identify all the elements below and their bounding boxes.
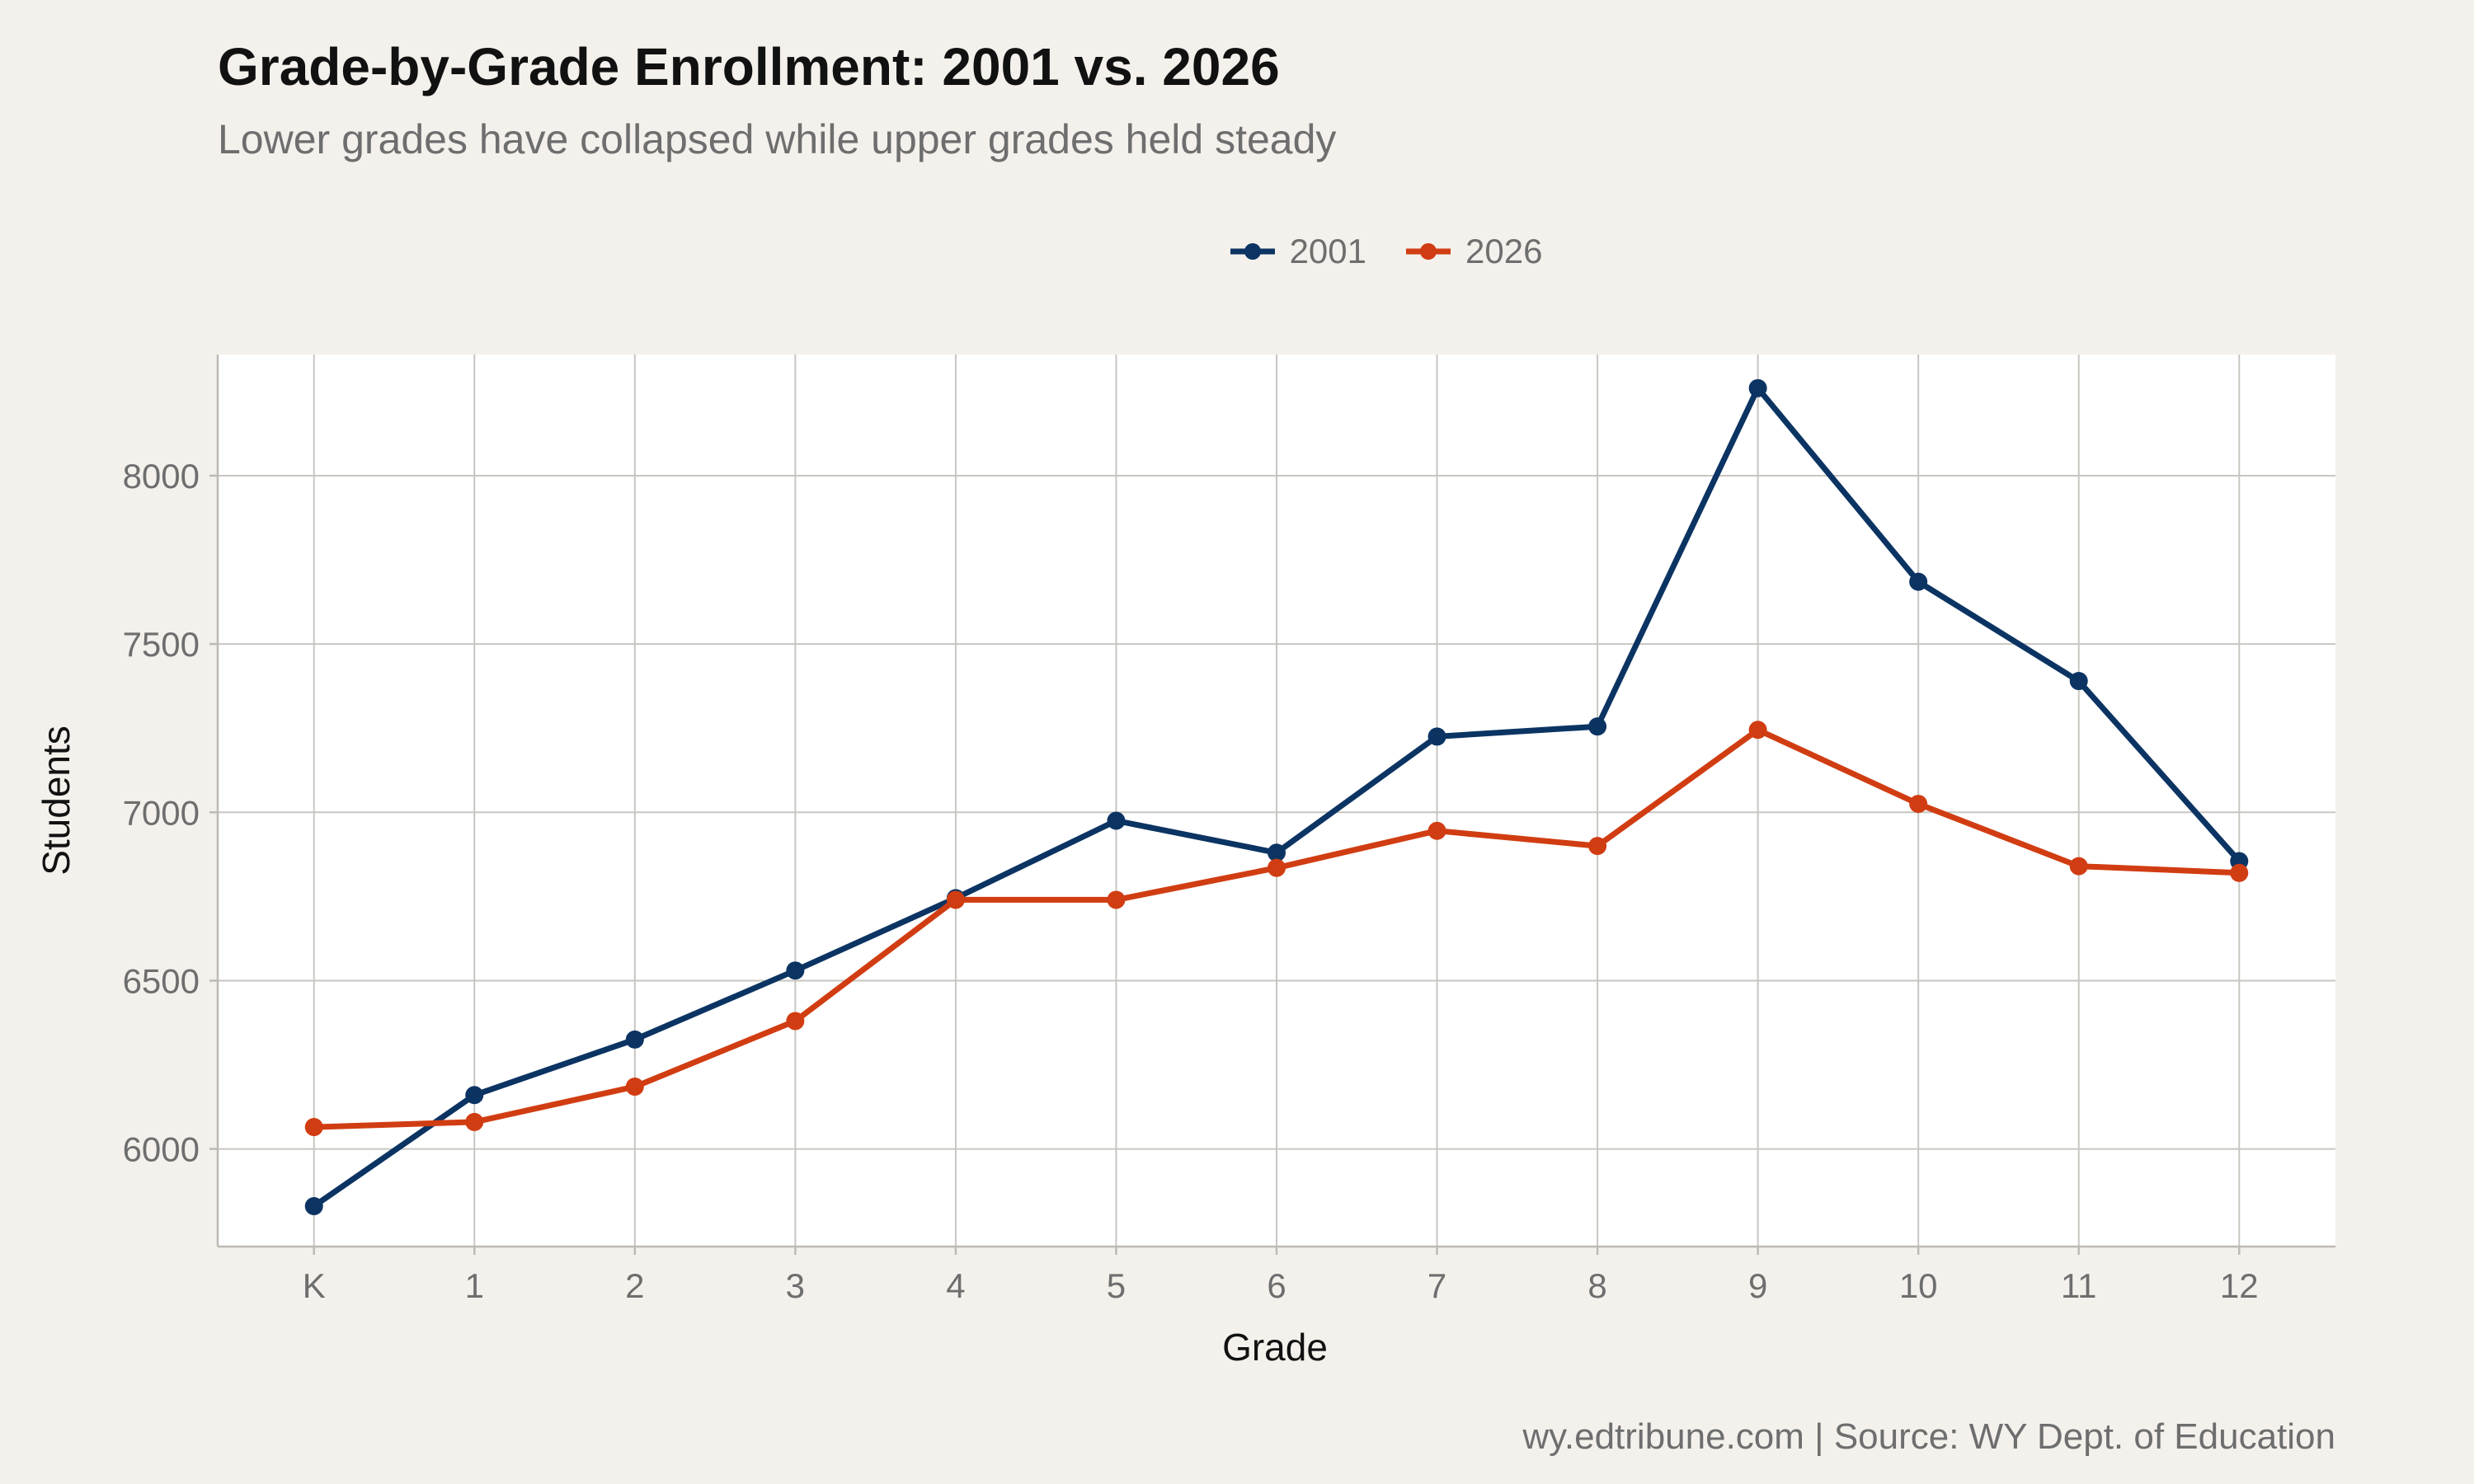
data-point-2026-5: [1107, 890, 1126, 909]
data-point-2001-6: [1268, 843, 1286, 862]
x-tick-label-8: 8: [1587, 1266, 1606, 1305]
chart-title: Grade-by-Grade Enrollment: 2001 vs. 2026: [218, 37, 1280, 96]
x-axis-title: Grade: [1222, 1326, 1328, 1369]
data-point-2001-3: [786, 961, 805, 980]
y-tick-label-7000: 7000: [123, 793, 200, 832]
data-point-2026-12: [2230, 863, 2249, 882]
x-tick-label-9: 9: [1748, 1266, 1767, 1305]
legend-key-series-1: [1230, 243, 1275, 260]
x-tick-label-1: 1: [465, 1266, 484, 1305]
data-point-2026-4: [946, 890, 965, 909]
legend-label-series-2: 2026: [1465, 232, 1543, 270]
y-tick-label-8000: 8000: [123, 457, 200, 495]
data-point-2001-11: [2069, 672, 2088, 691]
legend-item-series-1: 2001: [1229, 232, 1366, 271]
x-tick-label-12: 12: [2220, 1266, 2259, 1305]
y-axis-title: Students: [35, 726, 78, 876]
y-tick-label-7500: 7500: [123, 625, 200, 664]
x-tick-label-6: 6: [1267, 1266, 1286, 1305]
data-point-2026-11: [2069, 857, 2088, 876]
chart-subtitle: Lower grades have collapsed while upper …: [218, 116, 1337, 162]
data-point-2001-7: [1427, 727, 1446, 746]
x-tick-label-3: 3: [786, 1266, 805, 1305]
data-point-2026-3: [786, 1012, 805, 1031]
legend-item-series-2: 2026: [1404, 232, 1542, 271]
x-tick-label-4: 4: [946, 1266, 965, 1305]
data-point-2026-7: [1427, 821, 1446, 840]
data-point-2026-10: [1909, 795, 1928, 814]
legend-label-series-1: 2001: [1289, 232, 1366, 270]
x-tick-label-5: 5: [1107, 1266, 1126, 1305]
data-point-2001-10: [1909, 572, 1928, 591]
data-point-2001-9: [1748, 378, 1767, 397]
legend: 2001 2026: [0, 223, 2474, 280]
data-point-2001-8: [1588, 717, 1607, 736]
y-tick-label-6000: 6000: [123, 1130, 200, 1169]
source-caption: wy.edtribune.com | Source: WY Dept. of E…: [1522, 1416, 2335, 1457]
data-point-2001-2: [625, 1030, 644, 1049]
data-point-2026-6: [1268, 858, 1286, 877]
data-point-2026-K: [304, 1118, 323, 1137]
data-point-2026-9: [1748, 721, 1767, 740]
legend-key-series-2: [1406, 243, 1451, 260]
x-tick-label-10: 10: [1899, 1266, 1938, 1305]
data-point-2026-1: [465, 1112, 484, 1131]
x-tick-label-K: K: [303, 1266, 326, 1305]
x-tick-label-2: 2: [625, 1266, 644, 1305]
data-point-2001-K: [304, 1197, 323, 1216]
x-tick-label-11: 11: [2061, 1266, 2097, 1305]
data-point-2001-5: [1107, 811, 1126, 830]
y-tick-label-6500: 6500: [123, 961, 200, 1000]
x-tick-label-7: 7: [1427, 1266, 1446, 1305]
data-point-2026-8: [1588, 837, 1607, 856]
data-point-2026-2: [625, 1078, 644, 1097]
data-point-2001-1: [465, 1086, 484, 1105]
